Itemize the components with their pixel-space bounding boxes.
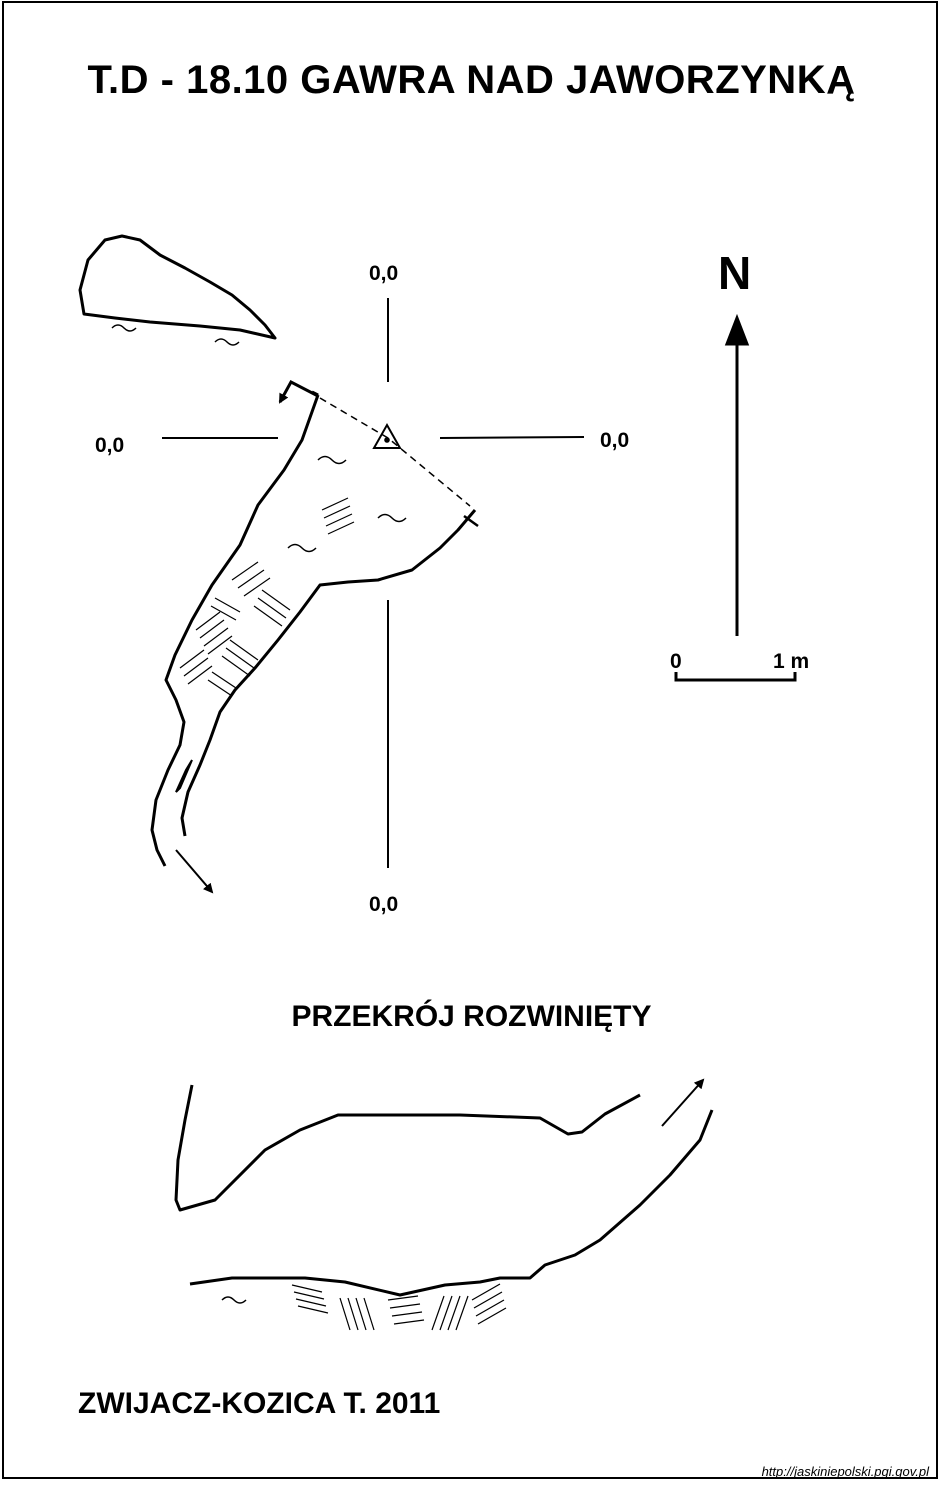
axis-label-top: 0,0 <box>369 262 399 285</box>
axis-label-bottom: 0,0 <box>369 893 399 916</box>
survey-station-triangle <box>372 422 402 449</box>
entrance-cross-section <box>78 234 277 340</box>
axis-label-left: 0,0 <box>95 434 125 457</box>
scale-start-label: 0 <box>670 650 682 673</box>
section-title: PRZEKRÓJ ROZWINIĘTY <box>291 1000 652 1033</box>
scale-bar <box>674 672 797 682</box>
cave-plan-outline <box>150 390 477 867</box>
section-rock-hatching <box>291 1283 507 1331</box>
north-arrow <box>724 313 750 636</box>
source-url[interactable]: http://jaskiniepolski.pgi.gov.pl <box>761 1464 929 1479</box>
north-label: N <box>718 247 752 299</box>
axis-label-right: 0,0 <box>600 429 630 452</box>
entrance-arrow <box>278 379 319 404</box>
rock-debris-hatching <box>179 497 355 697</box>
passage-continuation-arrow <box>175 849 214 894</box>
author-credit: ZWIJACZ-KOZICA T. 2011 <box>78 1387 441 1420</box>
section-sediment-symbol <box>221 1296 247 1304</box>
developed-section-outline <box>174 1084 714 1297</box>
section-continuation-arrow <box>661 1078 705 1127</box>
plan-sediment-symbols <box>287 455 407 553</box>
sediment-tilde-symbols <box>111 324 240 346</box>
reference-axes <box>162 298 585 868</box>
scale-end-label: 1 m <box>773 650 810 673</box>
map-title: T.D - 18.10 GAWRA NAD JAWORZYNKĄ <box>87 58 856 102</box>
slope-arrow <box>175 759 193 793</box>
